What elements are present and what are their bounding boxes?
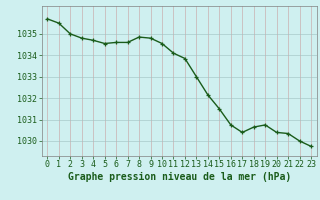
X-axis label: Graphe pression niveau de la mer (hPa): Graphe pression niveau de la mer (hPa) — [68, 172, 291, 182]
